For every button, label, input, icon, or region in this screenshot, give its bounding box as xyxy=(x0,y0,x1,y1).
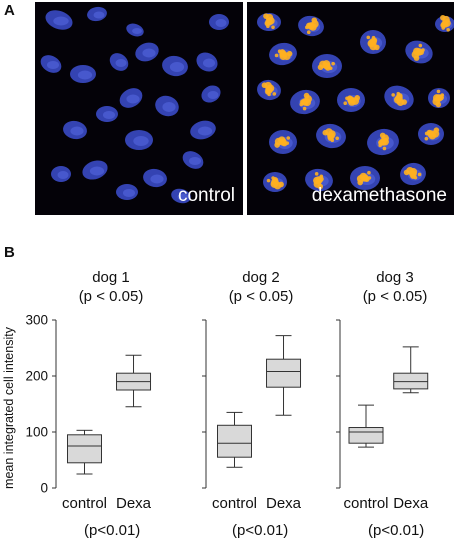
dog-2-name: dog 2 xyxy=(242,269,280,286)
box-iqr xyxy=(67,434,102,464)
nucleus-11 xyxy=(269,130,297,154)
nucleus-17 xyxy=(51,166,71,182)
nucleus-13 xyxy=(367,128,399,156)
dog-1-name: dog 1 xyxy=(92,269,130,286)
dog-2-title: dog 2 (p < 0.05) xyxy=(206,268,316,306)
nucleus-14 xyxy=(182,151,204,169)
nucleus-12 xyxy=(316,123,346,149)
y-tick-label: 300 xyxy=(25,313,48,328)
box-iqr xyxy=(393,372,429,390)
nucleus-0 xyxy=(257,13,281,31)
nucleus-18 xyxy=(400,162,426,186)
nucleus-2 xyxy=(269,42,297,66)
nucleus-6 xyxy=(257,79,281,101)
nucleus-8 xyxy=(119,88,143,108)
nucleus-16 xyxy=(143,168,167,188)
nucleus-0 xyxy=(45,10,73,30)
micrograph-dexamethasone: dexamethasone xyxy=(247,2,454,215)
nucleus-14 xyxy=(418,123,444,145)
box-control-dog-1: control xyxy=(62,429,107,510)
nucleus-10 xyxy=(155,95,179,117)
x-category-label: Dexa xyxy=(393,495,429,510)
y-tick-label: 100 xyxy=(25,425,48,440)
nucleus-18 xyxy=(209,14,229,30)
nucleus-9 xyxy=(96,106,118,122)
nucleus-7 xyxy=(290,89,320,115)
x-category-label: control xyxy=(343,495,388,510)
box-dexa-dog-2: Dexa xyxy=(266,335,302,510)
control-cells-image xyxy=(40,6,229,204)
panel-b-letter: B xyxy=(4,244,15,261)
nucleus-4 xyxy=(109,53,129,71)
nucleus-3 xyxy=(360,30,386,54)
box-control-dog-3: control xyxy=(343,404,389,510)
dog-1-title: dog 1 (p < 0.05) xyxy=(56,268,166,306)
x-category-label: control xyxy=(212,495,257,510)
nucleus-5 xyxy=(312,54,342,78)
dog-2-bottom-pvalue: (p<0.01) xyxy=(232,522,289,539)
nucleus-1 xyxy=(87,6,107,22)
nucleus-3 xyxy=(70,65,96,83)
nucleus-11 xyxy=(190,120,216,140)
box-iqr xyxy=(266,358,302,388)
box-iqr xyxy=(348,427,384,444)
nucleus-9 xyxy=(384,85,414,111)
nucleus-4 xyxy=(405,40,433,64)
nucleus-19 xyxy=(435,14,454,32)
x-category-label: Dexa xyxy=(266,495,302,510)
box-iqr xyxy=(217,424,252,458)
dog-1-pvalue: (p < 0.05) xyxy=(78,288,144,305)
y-axis-label: mean integrated cell intensity xyxy=(2,326,16,489)
dog-2-panel: control Dexa xyxy=(202,319,302,510)
nucleus-19 xyxy=(126,23,144,37)
nucleus-7 xyxy=(196,52,218,72)
nucleus-12 xyxy=(63,120,87,140)
panel-a-letter: A xyxy=(4,2,15,19)
micrograph-control: control xyxy=(35,2,243,215)
box-dexa-dog-3: Dexa xyxy=(393,346,429,510)
nucleus-17 xyxy=(350,166,380,190)
y-tick-label: 200 xyxy=(25,369,48,384)
dog-1-bottom-pvalue: (p<0.01) xyxy=(84,522,141,539)
nucleus-15 xyxy=(263,172,287,192)
nucleus-5 xyxy=(135,42,159,62)
x-category-label: Dexa xyxy=(116,495,152,510)
micrograph-label-control: control xyxy=(177,185,235,206)
micrograph-label-dexamethasone: dexamethasone xyxy=(311,185,447,206)
y-tick-label: 0 xyxy=(40,481,48,496)
nucleus-22 xyxy=(171,188,191,204)
box-plot-chart: mean integrated cell intensity 0 100 200 300… xyxy=(2,313,429,511)
nucleus-10 xyxy=(428,88,450,108)
dexamethasone-cells-image xyxy=(257,13,454,192)
nucleus-6 xyxy=(162,55,188,77)
dog-3-panel: control Dexa xyxy=(336,319,429,510)
dog-3-pvalue: (p < 0.05) xyxy=(362,288,428,305)
box-control-dog-2: control xyxy=(212,411,257,510)
nucleus-8 xyxy=(337,88,365,112)
dog-3-title: dog 3 (p < 0.05) xyxy=(340,268,450,306)
nucleus-21 xyxy=(116,184,138,200)
dog-3-bottom-pvalue: (p<0.01) xyxy=(368,522,425,539)
nucleus-15 xyxy=(82,160,108,180)
x-category-label: control xyxy=(62,495,107,510)
nucleus-16 xyxy=(305,168,333,192)
dog-3-name: dog 3 xyxy=(376,269,414,286)
nucleus-1 xyxy=(298,15,324,37)
nucleus-20 xyxy=(201,85,221,103)
dog-1-panel: 0 100 200 300 control Dexa xyxy=(25,313,151,511)
nucleus-2 xyxy=(40,55,62,73)
nucleus-13 xyxy=(125,130,153,150)
dog-2-pvalue: (p < 0.05) xyxy=(228,288,294,305)
box-dexa-dog-1: Dexa xyxy=(116,354,152,510)
